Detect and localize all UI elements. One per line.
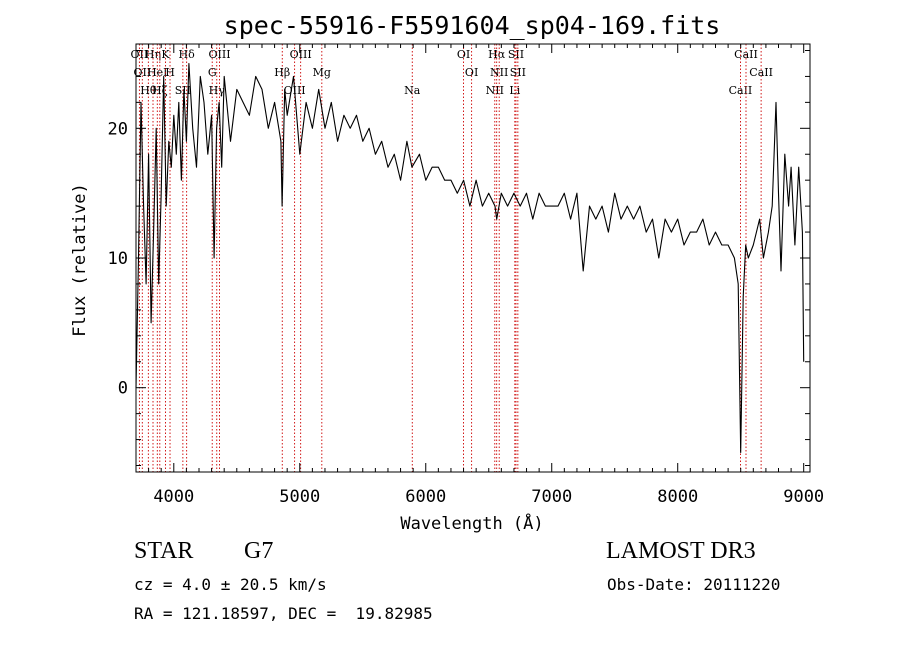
y-axis-label: Flux (relative) — [70, 183, 90, 337]
axis-ticks: 4000 5000 6000 7000 8000 9000 0 10 20 — [108, 44, 824, 507]
survey-name: LAMOST DR3 — [606, 538, 756, 564]
line-marker-label: NII — [486, 84, 504, 97]
redshift-info: cz = 4.0 ± 20.5 km/s — [134, 575, 327, 594]
line-marker-label: Hα — [488, 48, 506, 61]
x-tick-label: 8000 — [657, 487, 698, 507]
line-marker-label: H — [165, 66, 175, 79]
line-marker-label: OIII — [208, 48, 230, 61]
x-tick-label: 4000 — [153, 487, 194, 507]
x-tick-label: 7000 — [531, 487, 572, 507]
line-marker-label: Li — [509, 84, 520, 97]
x-tick-label: 9000 — [783, 487, 824, 507]
spectrum-series — [135, 62, 805, 454]
line-marker-label: OIII — [290, 48, 312, 61]
plot-frame — [135, 43, 811, 473]
object-subclass: G7 — [244, 538, 274, 564]
y-tick-label: 0 — [118, 379, 128, 399]
line-marker-label: CaII — [749, 66, 773, 79]
obs-date: Obs-Date: 20111220 — [607, 575, 781, 594]
line-marker-label: Hδ — [179, 48, 196, 61]
line-marker-label: CaII — [729, 84, 753, 97]
object-class: STAR — [134, 538, 194, 564]
line-marker-label: Hη — [145, 48, 161, 61]
line-marker-label: K — [161, 48, 170, 61]
x-axis-label: Wavelength (Å) — [400, 512, 543, 534]
line-marker-label: CaII — [734, 48, 758, 61]
x-tick-label: 5000 — [279, 487, 320, 507]
line-marker-label: OI — [457, 48, 470, 61]
line-marker-label: Na — [404, 84, 421, 97]
line-marker-label: OII — [133, 66, 151, 79]
y-tick-label: 20 — [108, 119, 128, 139]
chart-title: spec-55916-F5591604_sp04-169.fits — [224, 11, 721, 40]
coordinates: RA = 121.18597, DEC = 19.82985 — [134, 604, 433, 623]
spectrum-line — [135, 62, 805, 454]
line-marker-label: Mg — [313, 66, 331, 79]
x-tick-label: 6000 — [405, 487, 446, 507]
line-marker-label: OI — [465, 66, 478, 79]
line-marker-label: G — [208, 66, 217, 79]
line-marker-label: SII — [510, 66, 526, 79]
line-marker-label: Hγ — [209, 84, 226, 97]
line-marker-label: OII — [131, 48, 149, 61]
line-marker-label: Hβ — [274, 66, 290, 79]
y-tick-label: 10 — [108, 249, 128, 269]
line-marker-label: SII — [508, 48, 524, 61]
line-marker-label: HeI — [147, 66, 167, 79]
line-marker-label: NII — [490, 66, 508, 79]
